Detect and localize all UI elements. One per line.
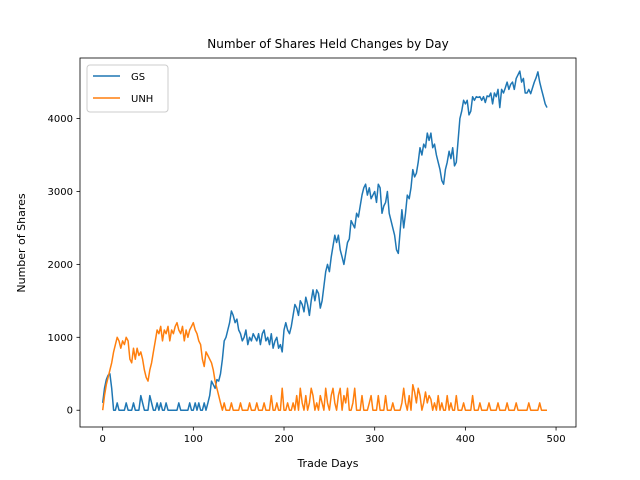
- legend-box: [86, 64, 169, 113]
- plot-frame: [79, 57, 577, 428]
- x-tick-label: 200: [274, 434, 293, 445]
- y-tick-label: 3000: [48, 187, 73, 198]
- legend-label-unh: UNH: [131, 94, 153, 105]
- y-axis-label: Number of Shares: [15, 193, 28, 293]
- chart-title: Number of Shares Held Changes by Day: [207, 37, 449, 51]
- series-line-gs: [101, 70, 548, 411]
- y-tick-label: 4000: [48, 114, 73, 125]
- x-tick-label: 0: [99, 434, 105, 445]
- x-tick-label: 400: [456, 434, 475, 445]
- legend-label-gs: GS: [131, 72, 145, 83]
- x-tick-label: 100: [184, 434, 203, 445]
- y-tick-label: 0: [67, 406, 73, 417]
- series-layer: [101, 70, 548, 411]
- y-tick-label: 2000: [48, 260, 73, 271]
- legend: GS UNH: [86, 64, 169, 113]
- x-axis-label: Trade Days: [296, 457, 358, 470]
- y-tick-label: 1000: [48, 333, 73, 344]
- x-tick-label: 500: [547, 434, 566, 445]
- x-tick-label: 300: [365, 434, 384, 445]
- axes-layer: 0 100 200 300 400 500 0 1000 2000 3000 4000: [48, 57, 577, 445]
- series-line-unh: [101, 321, 547, 411]
